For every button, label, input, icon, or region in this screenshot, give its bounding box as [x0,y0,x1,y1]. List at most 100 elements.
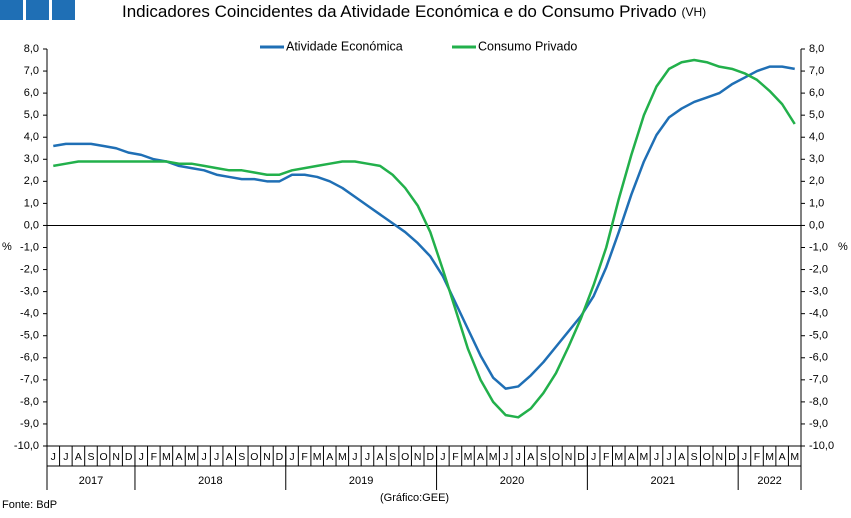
x-tick-label: J [63,451,68,463]
x-tick-label: O [250,451,258,463]
y2-tick-label: -6,0 [809,352,828,364]
y-tick-label: -9,0 [20,418,39,430]
x-tick-label: A [377,451,384,463]
y-tick-label: -4,0 [20,308,39,320]
x-tick-label: A [527,451,534,463]
x-tick-label: M [640,451,649,463]
x-tick-label: D [426,451,434,463]
y-tick-label: -5,0 [20,330,39,342]
y-unit: % [2,241,12,253]
y2-tick-label: -7,0 [809,374,828,386]
x-tick-label: S [389,451,396,463]
x-tick-label: O [401,451,409,463]
chart-title: Indicadores Coincidentes da Atividade Ec… [122,2,706,21]
x-tick-label: M [614,451,623,463]
y-tick-label: -1,0 [20,241,39,253]
x-tick-label: M [790,451,799,463]
y-tick-label: -8,0 [20,396,39,408]
x-tick-label: J [214,451,219,463]
y-tick-label: -6,0 [20,352,39,364]
x-tick-label: J [352,451,357,463]
legend-label: Consumo Privado [478,39,577,53]
x-tick-label: J [51,451,56,463]
x-tick-label: A [779,451,786,463]
x-tick-label: F [754,451,760,463]
y-tick-label: 7,0 [24,65,39,77]
y-tick-label: -7,0 [20,374,39,386]
x-tick-label: F [301,451,307,463]
y-tick-label: 3,0 [24,153,39,165]
x-tick-label: J [503,451,508,463]
y-tick-label: 1,0 [24,197,39,209]
y2-tick-label: 4,0 [809,131,824,143]
y2-tick-label: 6,0 [809,87,824,99]
y-tick-label: 5,0 [24,109,39,121]
x-tick-label: A [226,451,233,463]
x-tick-label: M [765,451,774,463]
y2-tick-label: -9,0 [809,418,828,430]
x-tick-label: J [654,451,659,463]
y2-tick-label: -10,0 [809,440,834,452]
logo-square [0,0,23,20]
credit: (Gráfico:GEE) [380,492,449,504]
series-line [53,58,796,419]
x-tick-label: A [477,451,484,463]
x-tick-label: M [464,451,473,463]
x-tick-label: O [99,451,107,463]
x-tick-label: A [326,451,333,463]
x-tick-label: F [603,451,609,463]
x-tick-label: S [238,451,245,463]
y2-tick-label: 2,0 [809,175,824,187]
year-label: 2019 [349,475,373,487]
x-tick-label: D [125,451,133,463]
logo-square [52,0,75,20]
x-tick-label: J [440,451,445,463]
x-tick-label: M [162,451,171,463]
x-tick-label: N [414,451,422,463]
x-tick-label: J [201,451,206,463]
x-tick-label: F [452,451,458,463]
x-tick-label: D [577,451,585,463]
y2-unit: % [838,241,848,253]
y2-tick-label: 1,0 [809,197,824,209]
x-tick-label: O [703,451,711,463]
year-label: 2022 [757,475,781,487]
x-tick-label: M [338,451,347,463]
y-tick-label: 0,0 [24,219,39,231]
x-tick-label: J [289,451,294,463]
y2-tick-label: 8,0 [809,43,824,55]
y-tick-label: 2,0 [24,175,39,187]
x-tick-label: N [565,451,573,463]
source: Fonte: BdP [2,499,57,511]
x-tick-label: A [628,451,635,463]
y2-tick-label: 7,0 [809,65,824,77]
x-tick-label: N [112,451,120,463]
x-tick-label: M [313,451,322,463]
x-tick-label: M [187,451,196,463]
x-tick-label: S [540,451,547,463]
y2-tick-label: -1,0 [809,241,828,253]
y2-tick-label: -4,0 [809,308,828,320]
legend-label: Atividade Económica [286,39,403,53]
y2-tick-label: 3,0 [809,153,824,165]
y2-tick-label: -2,0 [809,263,828,275]
year-label: 2017 [79,475,103,487]
x-tick-label: D [728,451,736,463]
x-tick-label: J [139,451,144,463]
x-tick-label: N [716,451,724,463]
x-tick-label: A [678,451,685,463]
x-tick-label: F [151,451,157,463]
y-tick-label: -10,0 [14,440,39,452]
y2-tick-label: 5,0 [809,109,824,121]
y2-tick-label: -8,0 [809,396,828,408]
x-tick-label: J [666,451,671,463]
y2-tick-label: 0,0 [809,219,824,231]
y-tick-label: 6,0 [24,87,39,99]
x-tick-label: S [87,451,94,463]
year-label: 2018 [198,475,222,487]
logo-square [26,0,49,20]
y-tick-label: 8,0 [24,43,39,55]
x-tick-label: A [75,451,82,463]
x-tick-label: J [516,451,521,463]
